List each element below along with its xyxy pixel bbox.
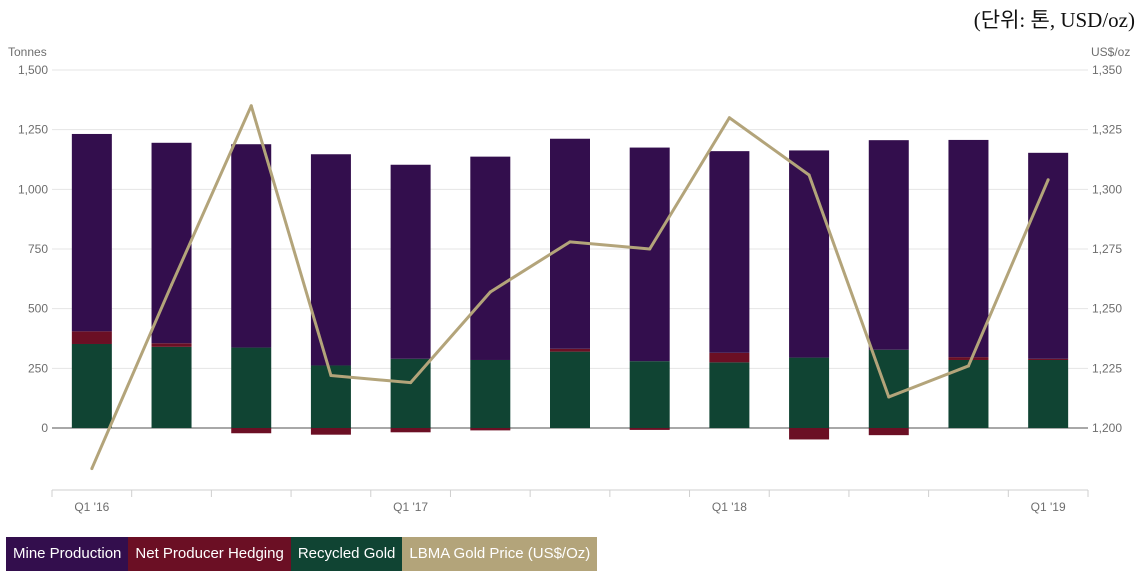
bar-mine-production [470,156,511,360]
right-tick-label: 1,300 [1092,182,1122,196]
bar-recycled-gold [71,343,112,428]
x-tick-label: Q1 '19 [1031,500,1066,514]
left-tick-label: 1,250 [18,123,48,137]
bar-net-producer-hedging [709,352,750,363]
x-tick-label: Q1 '18 [712,500,747,514]
bar-mine-production [390,164,431,359]
bar-mine-production [151,142,192,344]
bar-recycled-gold [629,361,670,428]
bar-net-producer-hedging [151,343,192,347]
bar-recycled-gold [789,357,830,428]
legend: Mine Production Net Producer Hedging Rec… [6,537,598,571]
x-tick-label: Q1 '17 [393,500,428,514]
bar-mine-production [709,151,750,353]
price-point [966,364,970,368]
left-tick-label: 500 [28,302,48,316]
legend-recycled-gold[interactable]: Recycled Gold [290,537,403,571]
legend-lbma-gold-price[interactable]: LBMA Gold Price (US$/Oz) [402,537,598,571]
bar-recycled-gold [1028,359,1069,428]
bar-net-producer-hedging [231,428,272,434]
right-tick-label: 1,225 [1092,361,1122,375]
bar-net-producer-hedging [390,428,431,433]
bar-net-producer-hedging [550,348,590,352]
price-point [807,173,811,177]
bar-net-producer-hedging [629,428,670,430]
bar-net-producer-hedging [71,331,112,344]
price-point [329,373,333,377]
bar-mine-production [1028,152,1069,359]
left-tick-label: 250 [28,361,48,375]
price-point [249,104,253,108]
bar-recycled-gold [709,362,750,428]
bar-mine-production [629,147,670,362]
bar-net-producer-hedging [789,428,830,440]
bar-net-producer-hedging [1028,358,1069,360]
gold-supply-chart: 1,500 1,250 1,000 750 500 250 0 1,350 1,325 1,300… [8,45,1130,514]
price-point [488,290,492,294]
axis-layer: 1,500 1,250 1,000 750 500 250 0 1,350 1,325 1,300… [8,45,1130,514]
bar-mine-production [71,133,112,332]
legend-mine-production[interactable]: Mine Production [6,537,129,571]
bar-net-producer-hedging [948,357,989,360]
bar-recycled-gold [390,358,431,428]
price-point [568,240,572,244]
price-line-layer [90,104,1050,471]
right-tick-label: 1,275 [1092,242,1122,256]
price-point [409,381,413,385]
bar-recycled-gold [470,359,511,428]
unit-note: (단위: 톤, USD/oz) [973,8,1135,32]
right-tick-label: 1,350 [1092,63,1122,77]
bar-net-producer-hedging [310,428,351,435]
right-tick-label: 1,325 [1092,123,1122,137]
legend-net-producer-hedging[interactable]: Net Producer Hedging [128,537,291,571]
price-point [1046,178,1050,182]
bar-net-producer-hedging [470,428,511,431]
price-point [648,247,652,251]
right-tick-label: 1,250 [1092,302,1122,316]
price-point [90,467,94,471]
left-tick-label: 750 [28,242,48,256]
left-axis-title: Tonnes [8,45,47,59]
right-axis-title: US$/oz [1091,45,1130,59]
bar-recycled-gold [231,347,272,428]
bar-mine-production [310,154,351,366]
bar-net-producer-hedging [868,428,909,436]
bar-mine-production [868,140,909,350]
bar-mine-production [231,144,272,348]
price-point [170,283,174,287]
price-point [887,395,891,399]
x-tick-label: Q1 '16 [74,500,109,514]
bar-mine-production [789,150,830,358]
bar-recycled-gold [151,346,192,428]
bar-recycled-gold [550,351,590,428]
price-point [727,116,731,120]
left-tick-label: 1,000 [18,182,48,196]
bar-layer [71,133,1069,440]
left-tick-label: 0 [41,421,48,435]
right-tick-label: 1,200 [1092,421,1122,435]
bar-mine-production [948,139,989,358]
left-tick-label: 1,500 [18,63,48,77]
